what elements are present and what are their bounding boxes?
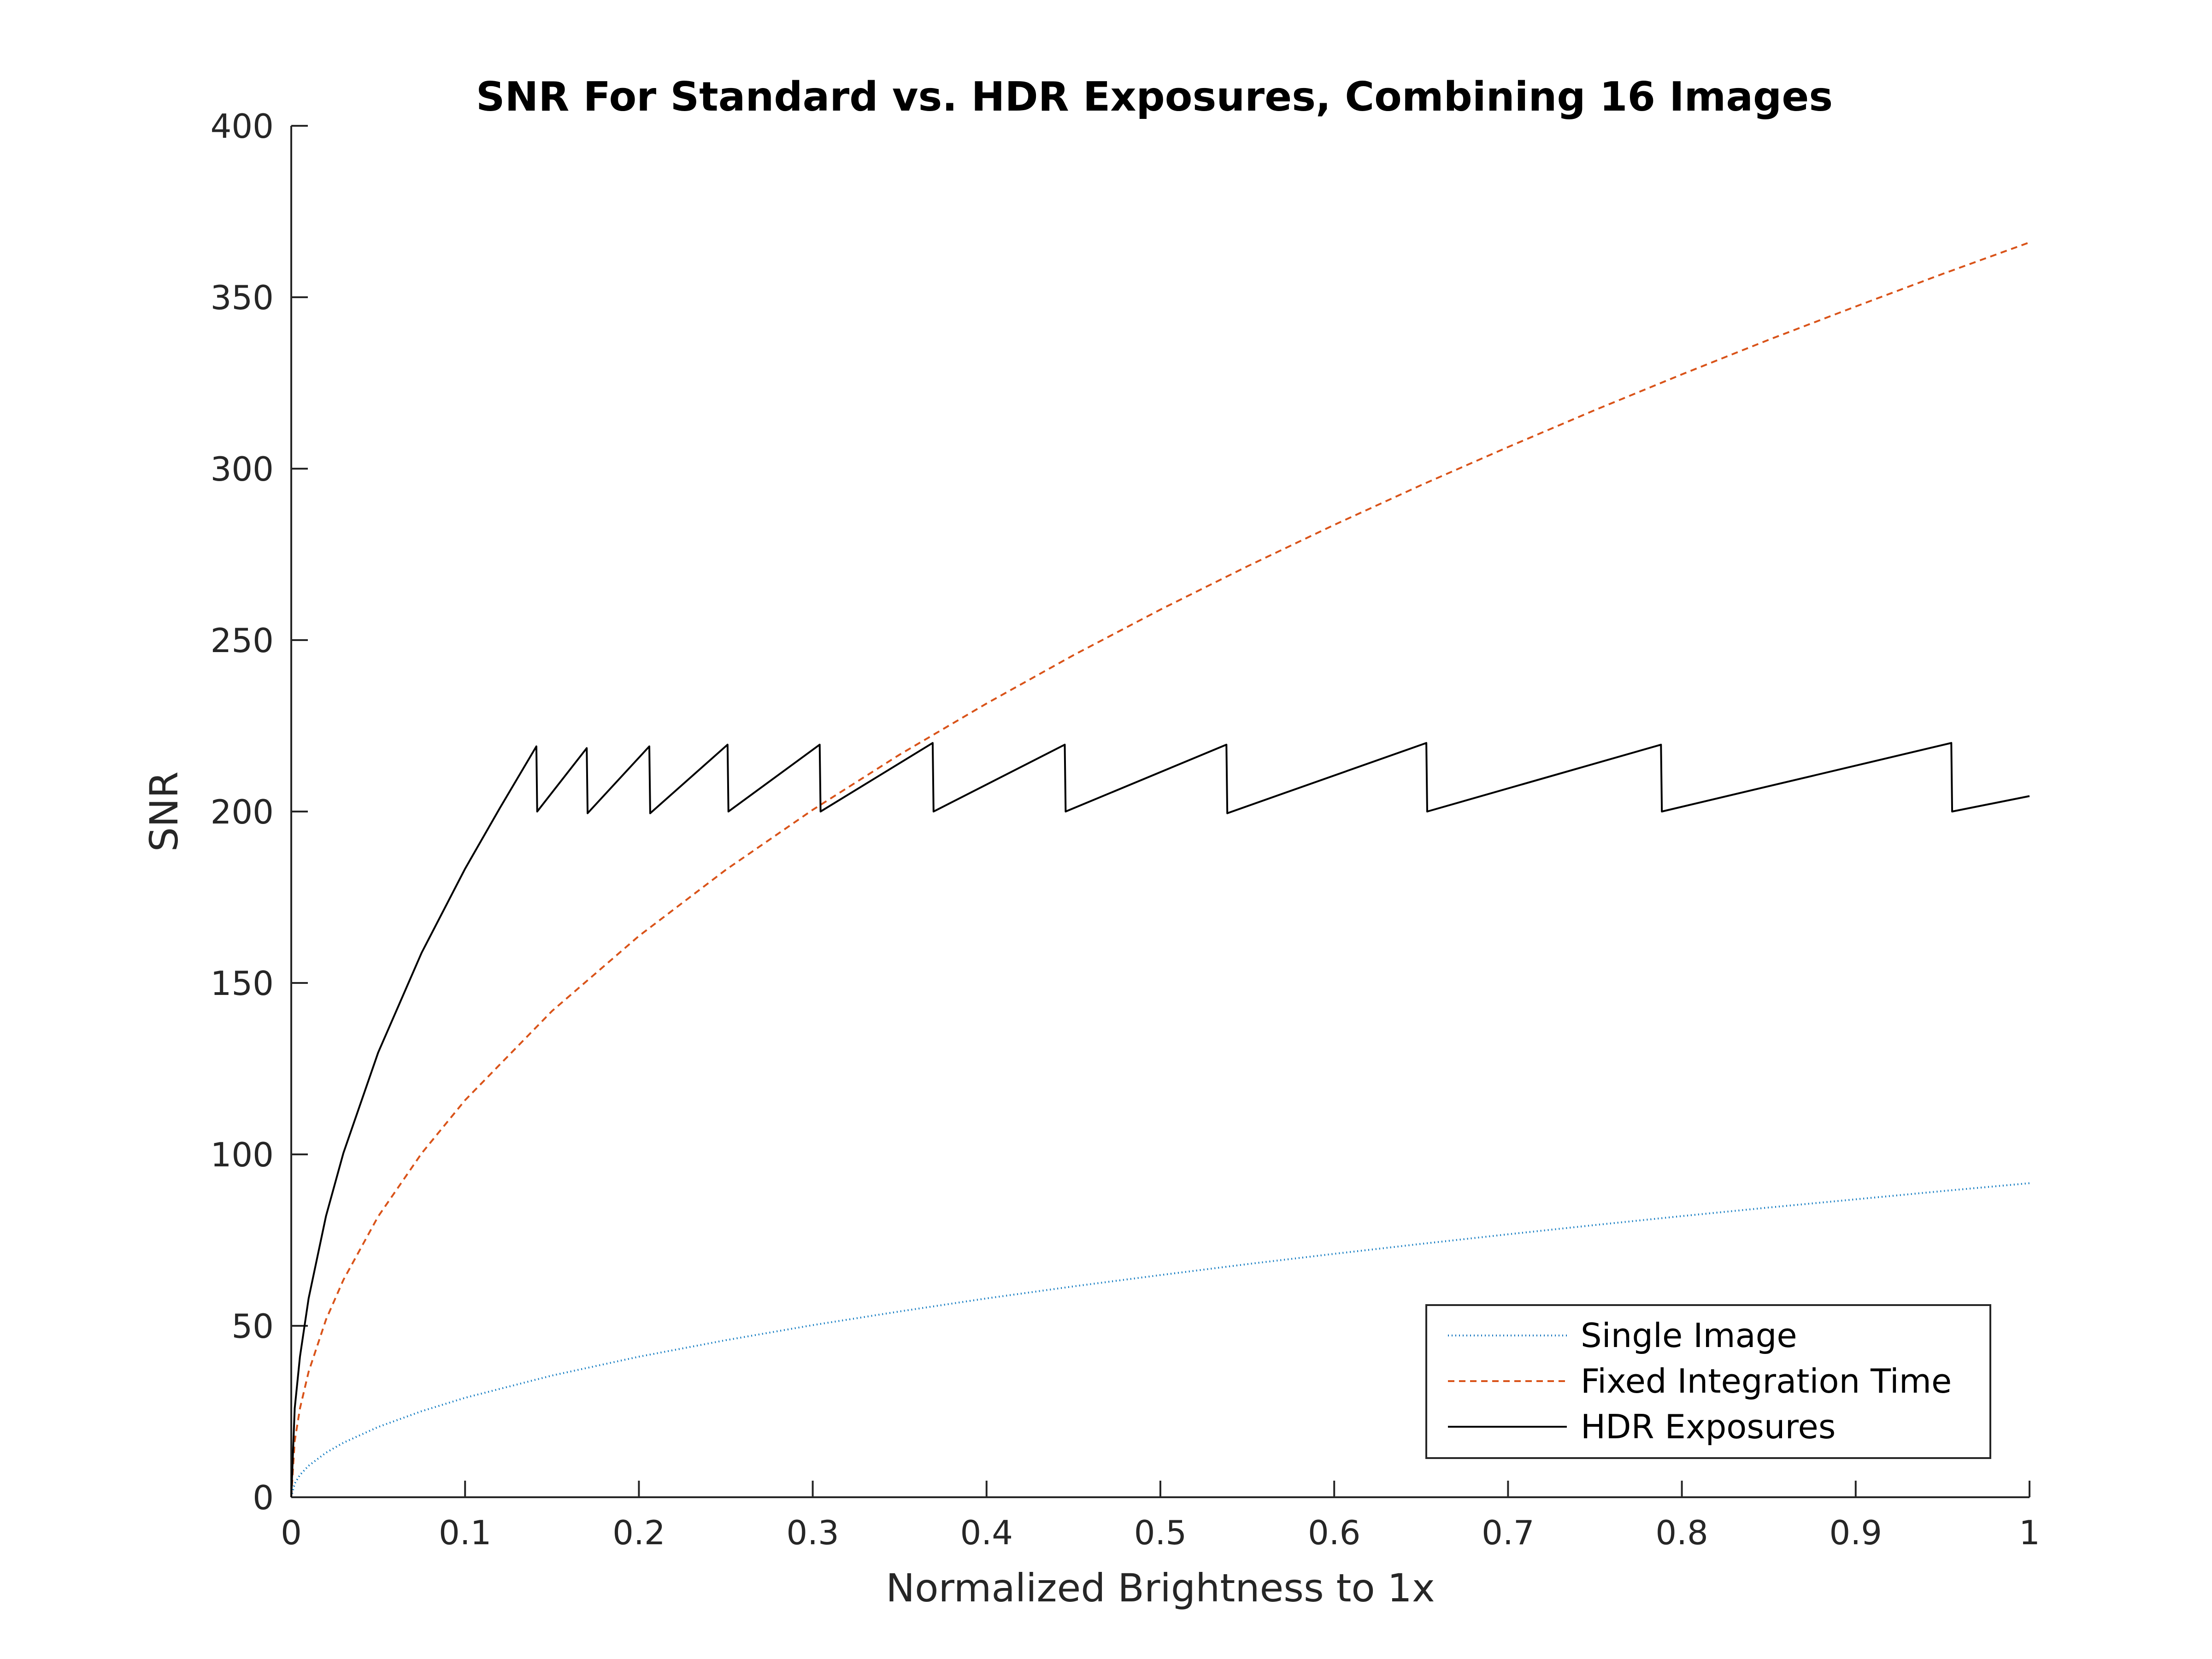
x-tick-label: 0 <box>281 1513 302 1552</box>
x-tick-label: 0.7 <box>1482 1513 1535 1552</box>
y-tick-label: 50 <box>231 1307 274 1346</box>
y-tick-label: 350 <box>211 278 274 317</box>
x-tick-label: 0.6 <box>1308 1513 1361 1552</box>
x-tick-label: 0.2 <box>612 1513 665 1552</box>
y-ticks: 0 50 100 150 200 250 300 350 400 <box>211 107 308 1517</box>
legend-entries: Single Image Fixed Integration Time HDR Ex… <box>1448 1316 1952 1446</box>
x-tick-label: 0.4 <box>960 1513 1013 1552</box>
x-tick-label: 0.8 <box>1655 1513 1708 1552</box>
x-tick-label: 0.3 <box>786 1513 839 1552</box>
y-tick-label: 400 <box>211 107 274 146</box>
x-axis-label: Normalized Brightness to 1x <box>886 1565 1435 1611</box>
x-tick-label: 1 <box>2019 1513 2040 1552</box>
series-line-fixed-integration-time <box>290 241 2030 1498</box>
y-tick-label: 300 <box>211 450 274 488</box>
x-tick-label: 0.5 <box>1134 1513 1187 1552</box>
x-ticks: 0 0.1 0.2 0.3 0.4 0.5 0.6 0.7 0.8 0.9 1 <box>281 1481 2040 1552</box>
plot-area: 0 0.1 0.2 0.3 0.4 0.5 0.6 0.7 0.8 0.9 1 0 50 100 150 2… <box>211 107 2040 1552</box>
series-line-hdr-exposures <box>290 742 2030 1498</box>
y-tick-label: 100 <box>211 1135 274 1174</box>
x-tick-label: 0.9 <box>1830 1513 1883 1552</box>
legend: Single Image Fixed Integration Time HDR Ex… <box>1425 1304 1991 1459</box>
y-axis-label: SNR <box>141 771 187 852</box>
y-tick-label: 0 <box>253 1478 274 1517</box>
y-tick-label: 250 <box>211 621 274 660</box>
x-tick-label: 0.1 <box>439 1513 492 1552</box>
y-tick-label: 150 <box>211 964 274 1003</box>
series-group <box>290 241 2030 1498</box>
chart-title: SNR For Standard vs. HDR Exposures, Comb… <box>476 73 1833 120</box>
legend-label: Fixed Integration Time <box>1581 1362 1952 1400</box>
legend-label: Single Image <box>1581 1316 1797 1355</box>
y-tick-label: 200 <box>211 793 274 831</box>
legend-label: HDR Exposures <box>1581 1407 1835 1446</box>
